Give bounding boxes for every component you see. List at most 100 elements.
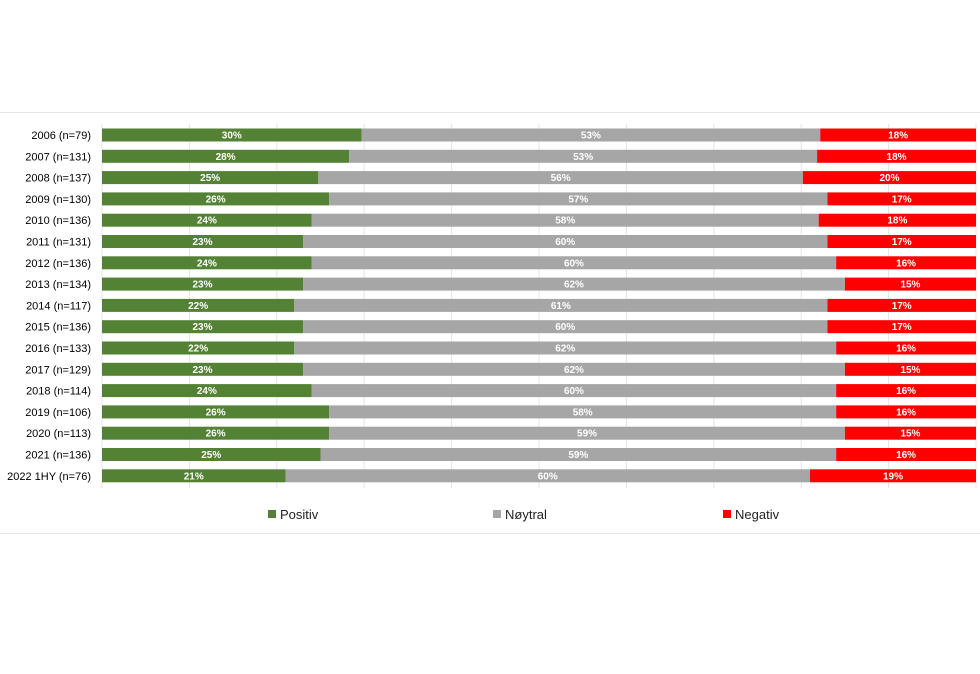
legend-label: Negativ xyxy=(735,507,780,522)
category-label: 2016 (n=133) xyxy=(25,343,91,355)
bar-segment-negativ xyxy=(827,235,976,248)
bar-segment-positiv xyxy=(102,341,295,355)
data-label: 28% xyxy=(216,152,236,163)
bar-segment-nytral xyxy=(361,128,821,142)
bar-segment-positiv xyxy=(102,149,350,163)
category-label: 2018 (n=114) xyxy=(26,386,91,398)
bar-segment-nytral xyxy=(285,469,810,483)
data-label: 53% xyxy=(581,131,601,142)
data-label: 17% xyxy=(892,237,912,248)
bar-segment-negativ xyxy=(836,405,976,419)
category-label: 2021 (n=136) xyxy=(25,450,91,462)
data-label: 17% xyxy=(892,194,912,205)
data-label: 15% xyxy=(900,429,920,440)
bar-segment-negativ xyxy=(827,192,976,206)
data-label: 23% xyxy=(193,365,213,376)
data-label: 62% xyxy=(564,280,584,291)
legend-swatch xyxy=(268,510,276,518)
data-label: 60% xyxy=(564,258,584,269)
data-label: 18% xyxy=(887,216,907,227)
chart-frame xyxy=(0,112,980,534)
bar-segment-negativ xyxy=(827,298,976,312)
data-label: 16% xyxy=(896,450,916,461)
data-label: 25% xyxy=(200,173,220,184)
legend-swatch xyxy=(723,510,731,518)
category-label: 2015 (n=136) xyxy=(25,322,91,334)
data-label: 23% xyxy=(193,322,213,333)
bar-segment-nytral xyxy=(311,384,837,398)
data-label: 17% xyxy=(892,301,912,312)
legend-label: Nøytral xyxy=(505,507,547,522)
data-label: 16% xyxy=(896,258,916,269)
category-label: 2011 (n=131) xyxy=(26,237,91,249)
category-label: 2019 (n=106) xyxy=(25,407,91,419)
data-label: 22% xyxy=(188,344,208,355)
bar-segment-nytral xyxy=(303,320,828,334)
bar-segment-positiv xyxy=(102,171,319,185)
data-label: 57% xyxy=(568,194,588,205)
category-label: 2020 (n=113) xyxy=(26,428,91,440)
data-label: 26% xyxy=(206,429,226,440)
category-label: 2014 (n=117) xyxy=(26,300,91,312)
data-label: 21% xyxy=(184,471,204,482)
bar-segment-nytral xyxy=(329,426,845,440)
bar-segment-nytral xyxy=(303,235,828,248)
bar-segment-negativ xyxy=(844,277,976,291)
category-label: 2008 (n=137) xyxy=(25,173,91,185)
data-label: 23% xyxy=(193,237,213,248)
data-label: 16% xyxy=(896,344,916,355)
category-label: 2010 (n=136) xyxy=(25,215,91,227)
bar-segment-positiv xyxy=(102,362,304,376)
legend-swatch xyxy=(493,510,501,518)
bar-segment-positiv xyxy=(102,256,312,270)
data-label: 61% xyxy=(551,301,571,312)
data-label: 59% xyxy=(577,429,597,440)
bar-segment-nytral xyxy=(349,149,818,163)
category-label: 2022 1HY (n=76) xyxy=(7,471,91,483)
bar-segment-positiv xyxy=(102,192,330,206)
bar-segment-positiv xyxy=(102,448,321,461)
data-label: 24% xyxy=(197,258,217,269)
category-label: 2006 (n=79) xyxy=(31,130,91,142)
data-label: 18% xyxy=(887,152,907,163)
data-label: 16% xyxy=(896,386,916,397)
bar-segment-positiv xyxy=(102,320,304,334)
bar-segment-negativ xyxy=(836,448,976,461)
data-label: 15% xyxy=(900,280,920,291)
data-label: 22% xyxy=(188,301,208,312)
data-label: 59% xyxy=(568,450,588,461)
data-label: 60% xyxy=(555,237,575,248)
data-label: 62% xyxy=(555,344,575,355)
data-label: 16% xyxy=(896,407,916,418)
data-label: 26% xyxy=(206,194,226,205)
bar-segment-negativ xyxy=(844,426,976,440)
bar-segment-negativ xyxy=(820,128,976,142)
bar-segment-positiv xyxy=(102,384,312,398)
data-label: 62% xyxy=(564,365,584,376)
bar-segment-nytral xyxy=(320,448,837,461)
bar-segment-nytral xyxy=(294,298,828,312)
bar-segment-negativ xyxy=(836,256,976,270)
data-label: 25% xyxy=(201,450,221,461)
bar-segment-nytral xyxy=(318,171,803,185)
bar-segment-negativ xyxy=(836,384,976,398)
data-label: 60% xyxy=(555,322,575,333)
data-label: 20% xyxy=(879,173,899,184)
bar-segment-negativ xyxy=(844,362,976,376)
data-label: 60% xyxy=(564,386,584,397)
bar-segment-positiv xyxy=(102,298,295,312)
bar-segment-nytral xyxy=(303,362,845,376)
bar-segment-nytral xyxy=(294,341,837,355)
bar-segment-nytral xyxy=(329,405,837,419)
bar-segment-negativ xyxy=(802,171,976,185)
data-label: 23% xyxy=(193,280,213,291)
bar-segment-positiv xyxy=(102,426,330,440)
data-label: 18% xyxy=(888,131,908,142)
data-label: 53% xyxy=(573,152,593,163)
legend-label: Positiv xyxy=(280,507,319,522)
data-label: 24% xyxy=(197,216,217,227)
bar-segment-negativ xyxy=(818,213,976,227)
data-label: 56% xyxy=(551,173,571,184)
category-label: 2007 (n=131) xyxy=(25,151,91,163)
